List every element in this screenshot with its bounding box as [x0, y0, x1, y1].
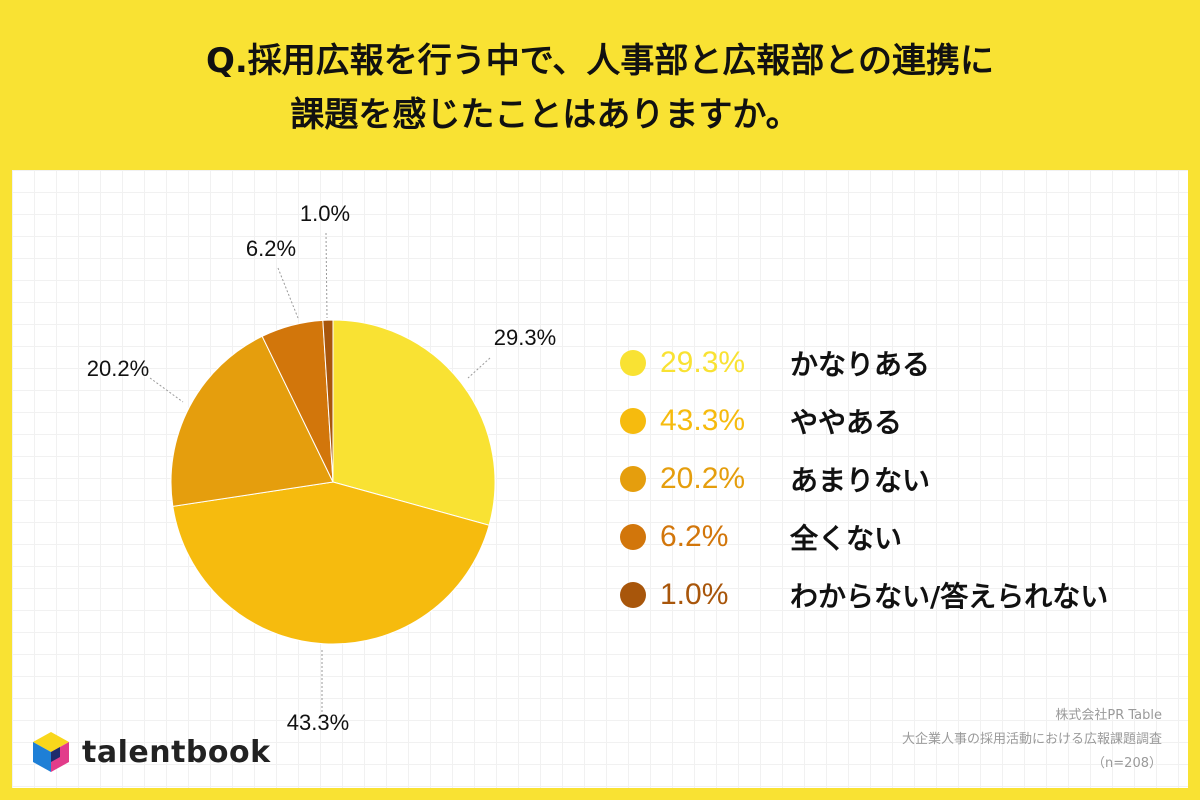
legend-dot-icon	[620, 350, 646, 376]
legend-value: 43.3%	[660, 404, 746, 437]
pie-slice-1	[172, 481, 490, 645]
slice-data-label-3: 6.2%	[246, 236, 296, 261]
legend-dot-icon	[620, 408, 646, 434]
logo-text: talentbook	[82, 734, 271, 770]
source-sample-size: （n=208）	[1092, 756, 1162, 771]
slice-data-label-4: 1.0%	[300, 201, 350, 226]
slice-data-label-1: 43.3%	[287, 710, 349, 735]
legend-label: かなりある	[790, 348, 931, 381]
legend-item-4: 1.0% わからない/答えられない	[620, 566, 1108, 624]
chart-title: Q.採用広報を行う中で、人事部と広報部との連携に 課題を感じたことはありますか。	[0, 34, 1200, 142]
legend-dot-icon	[620, 524, 646, 550]
chart-title-line-1: Q.採用広報を行う中で、人事部と広報部との連携に	[205, 41, 995, 81]
legend-label: 全くない	[790, 522, 903, 555]
legend-value: 6.2%	[660, 520, 729, 553]
leader-line-2	[149, 377, 184, 403]
chart-title-line-2: 課題を感じたことはありますか。	[290, 95, 800, 135]
leader-line-4	[325, 232, 328, 319]
leader-line-3	[277, 267, 299, 319]
source-company: 株式会社PR Table	[1055, 708, 1162, 723]
legend-item-2: 20.2% あまりない	[620, 450, 1108, 508]
pie-slice-0	[332, 319, 496, 526]
talentbook-cube-icon	[33, 732, 69, 772]
legend-item-1: 43.3% ややある	[620, 392, 1108, 450]
source-note: 株式会社PR Table 大企業人事の採用活動における広報課題調査 （n=208…	[902, 704, 1162, 776]
legend-label: わからない/答えられない	[790, 580, 1109, 613]
source-survey: 大企業人事の採用活動における広報課題調査	[901, 732, 1162, 747]
legend-value: 1.0%	[660, 578, 729, 611]
legend-item-0: 29.3% かなりある	[620, 334, 1108, 392]
slice-data-label-0: 29.3%	[494, 325, 556, 350]
pie-slice-2	[170, 335, 334, 507]
talentbook-logo: talentbook	[30, 730, 271, 774]
legend-dot-icon	[620, 466, 646, 492]
legend-value: 20.2%	[660, 462, 746, 495]
pie-slice-4	[322, 319, 334, 483]
legend-label: ややある	[790, 406, 903, 439]
legend-label: あまりない	[790, 464, 931, 497]
legend-value: 29.3%	[660, 346, 746, 379]
leader-line-0	[467, 357, 491, 379]
chart-legend: 29.3% かなりある 43.3% ややある 20.2% あまりない 6.2% …	[620, 334, 1108, 624]
legend-dot-icon	[620, 582, 646, 608]
legend-item-3: 6.2% 全くない	[620, 508, 1108, 566]
slice-data-label-2: 20.2%	[87, 356, 149, 381]
